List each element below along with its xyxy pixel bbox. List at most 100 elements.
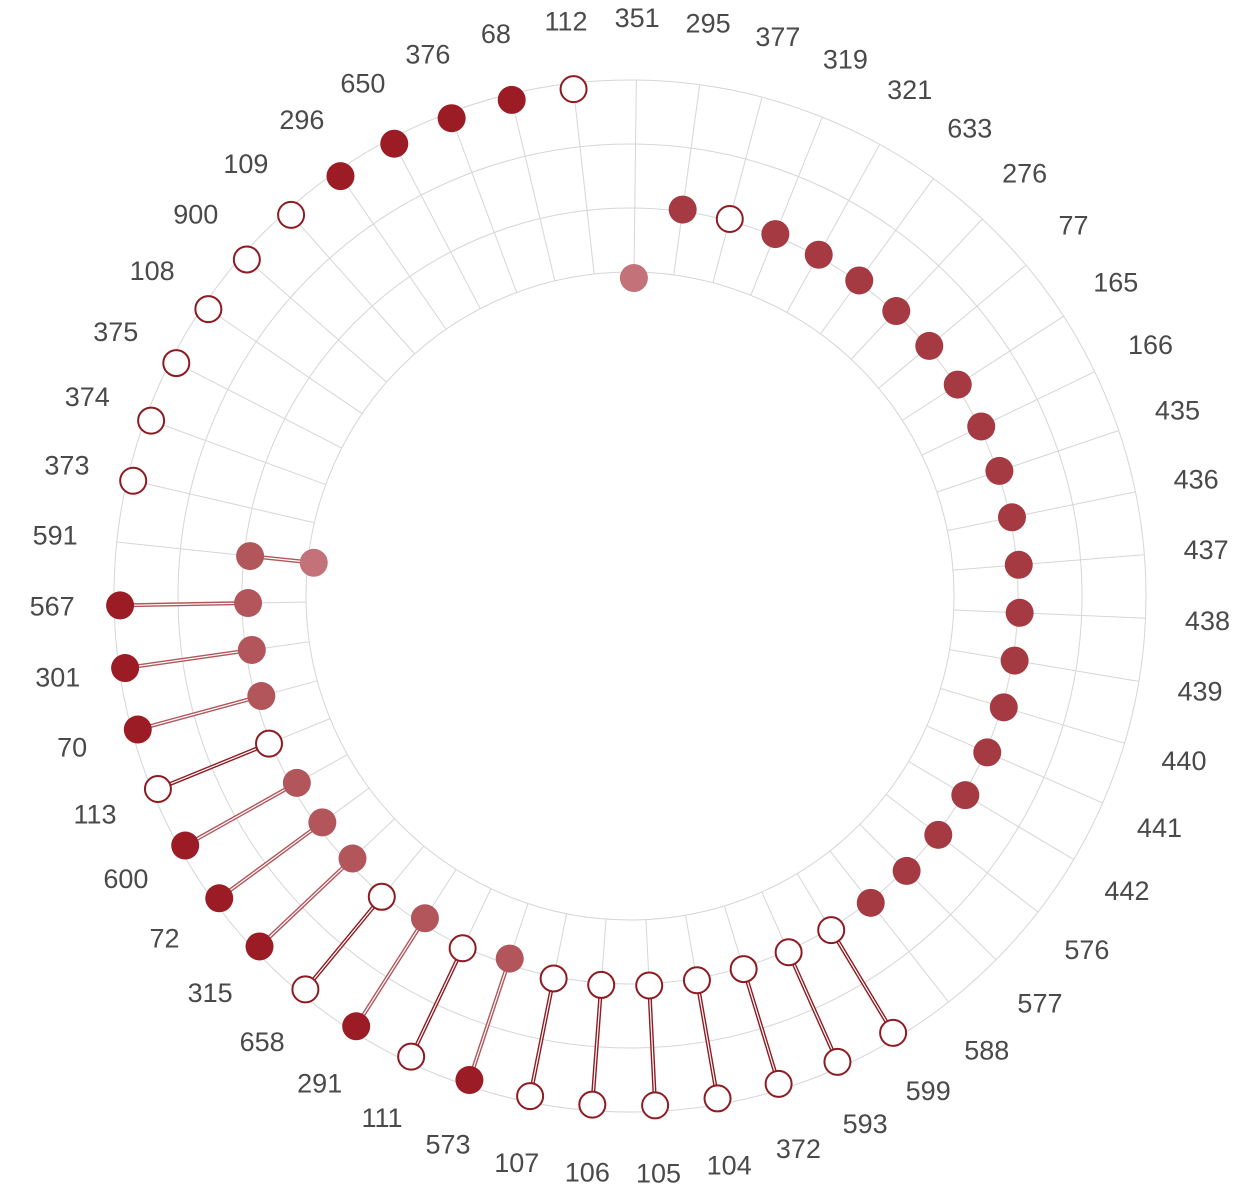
- category-label: 376: [405, 39, 450, 69]
- data-point-start: [774, 938, 803, 967]
- data-point-end: [380, 129, 409, 158]
- dumbbell-link-highlight: [648, 984, 656, 1106]
- category-label: 70: [57, 732, 87, 762]
- data-point-end: [882, 297, 911, 326]
- data-point-end: [764, 1069, 793, 1098]
- data-point-end: [856, 888, 885, 917]
- data-point-start: [682, 966, 711, 995]
- category-label: 441: [1137, 813, 1182, 843]
- data-point-end: [111, 654, 140, 683]
- data-point-end: [342, 1012, 371, 1041]
- grid-spoke: [885, 794, 1039, 913]
- grid-spoke: [509, 93, 556, 281]
- category-label: 437: [1184, 535, 1229, 565]
- category-label: 599: [906, 1076, 951, 1106]
- data-point-end: [1005, 598, 1034, 627]
- data-point-end: [194, 295, 223, 324]
- data-point-end: [997, 503, 1026, 532]
- data-point-start: [255, 729, 284, 758]
- data-point-end: [455, 1066, 484, 1095]
- dumbbell-link-highlight: [137, 695, 262, 731]
- category-label: 593: [843, 1109, 888, 1139]
- chart-grid: [113, 79, 1147, 1113]
- data-point-start: [410, 904, 439, 933]
- data-point-start: [495, 944, 524, 973]
- data-point-end: [943, 370, 972, 399]
- data-point-end: [578, 1090, 607, 1119]
- data-point-start: [367, 882, 396, 911]
- data-point-end: [326, 162, 355, 191]
- category-label: 377: [755, 22, 800, 52]
- grid-spoke: [936, 430, 1119, 493]
- category-label: 442: [1104, 876, 1149, 906]
- data-point-end: [232, 245, 261, 274]
- data-point-end: [236, 542, 265, 571]
- data-point-end: [516, 1082, 545, 1111]
- category-label: 108: [130, 256, 175, 286]
- data-point-start: [817, 916, 846, 945]
- data-point-end: [162, 349, 191, 378]
- category-label: 321: [887, 75, 932, 105]
- data-point-end: [951, 781, 980, 810]
- category-label: 375: [93, 317, 138, 347]
- data-point-end: [641, 1091, 670, 1120]
- data-point-end: [437, 104, 466, 133]
- data-point-end: [171, 831, 200, 860]
- data-point-end: [668, 195, 697, 224]
- grid-spoke: [908, 761, 1074, 860]
- grid-spoke: [712, 97, 763, 283]
- category-label: 576: [1064, 935, 1109, 965]
- dumbbell-link-highlight: [258, 857, 354, 948]
- data-point-start: [338, 844, 367, 873]
- dumbbell-link-highlight: [218, 821, 323, 899]
- data-point-start: [247, 682, 276, 711]
- grid-spoke: [391, 138, 481, 309]
- data-point-end: [892, 856, 921, 885]
- data-point-start: [237, 635, 266, 664]
- data-point-end: [761, 220, 790, 249]
- category-label: 374: [65, 382, 110, 412]
- category-label: 112: [545, 7, 588, 37]
- grid-spoke: [336, 170, 447, 330]
- grid-spoke: [633, 80, 637, 273]
- category-label: 315: [188, 978, 233, 1008]
- data-point-end: [619, 264, 648, 293]
- category-label: 438: [1185, 606, 1230, 636]
- grid-spoke: [241, 255, 387, 383]
- grid-spoke: [940, 688, 1125, 744]
- grid-spoke: [902, 315, 1064, 421]
- dumbbell-link-highlight: [696, 979, 719, 1100]
- grid-spoke: [203, 305, 363, 415]
- data-point-start: [635, 971, 664, 1000]
- category-label: 295: [686, 8, 731, 38]
- category-label: 109: [223, 149, 268, 179]
- category-label: 588: [964, 1036, 1009, 1066]
- data-point-start: [729, 955, 758, 984]
- grid-ring: [177, 143, 1083, 1049]
- category-label: 435: [1155, 396, 1200, 426]
- dumbbell-link-highlight: [355, 917, 426, 1027]
- data-point-end: [989, 693, 1018, 722]
- category-label: 72: [149, 924, 179, 954]
- data-point-end: [973, 738, 1002, 767]
- category-label: 68: [481, 19, 511, 49]
- chart-points: [106, 75, 1034, 1120]
- dumbbell-link-highlight: [410, 947, 464, 1058]
- category-label: 567: [30, 592, 75, 622]
- dumbbell-link-highlight: [184, 782, 298, 847]
- category-label: 439: [1177, 677, 1222, 707]
- category-label: 276: [1002, 159, 1047, 189]
- data-point-end: [985, 456, 1014, 485]
- data-point-start: [282, 768, 311, 797]
- grid-spoke: [145, 418, 326, 486]
- data-point-end: [497, 85, 526, 114]
- category-label: 351: [615, 3, 660, 33]
- grid-spoke: [921, 371, 1095, 456]
- grid-spoke: [750, 116, 823, 296]
- grid-spoke: [952, 554, 1145, 571]
- category-label: 166: [1128, 330, 1173, 360]
- data-point-end: [106, 591, 135, 620]
- data-point-end: [804, 240, 833, 269]
- data-point-end: [915, 331, 944, 360]
